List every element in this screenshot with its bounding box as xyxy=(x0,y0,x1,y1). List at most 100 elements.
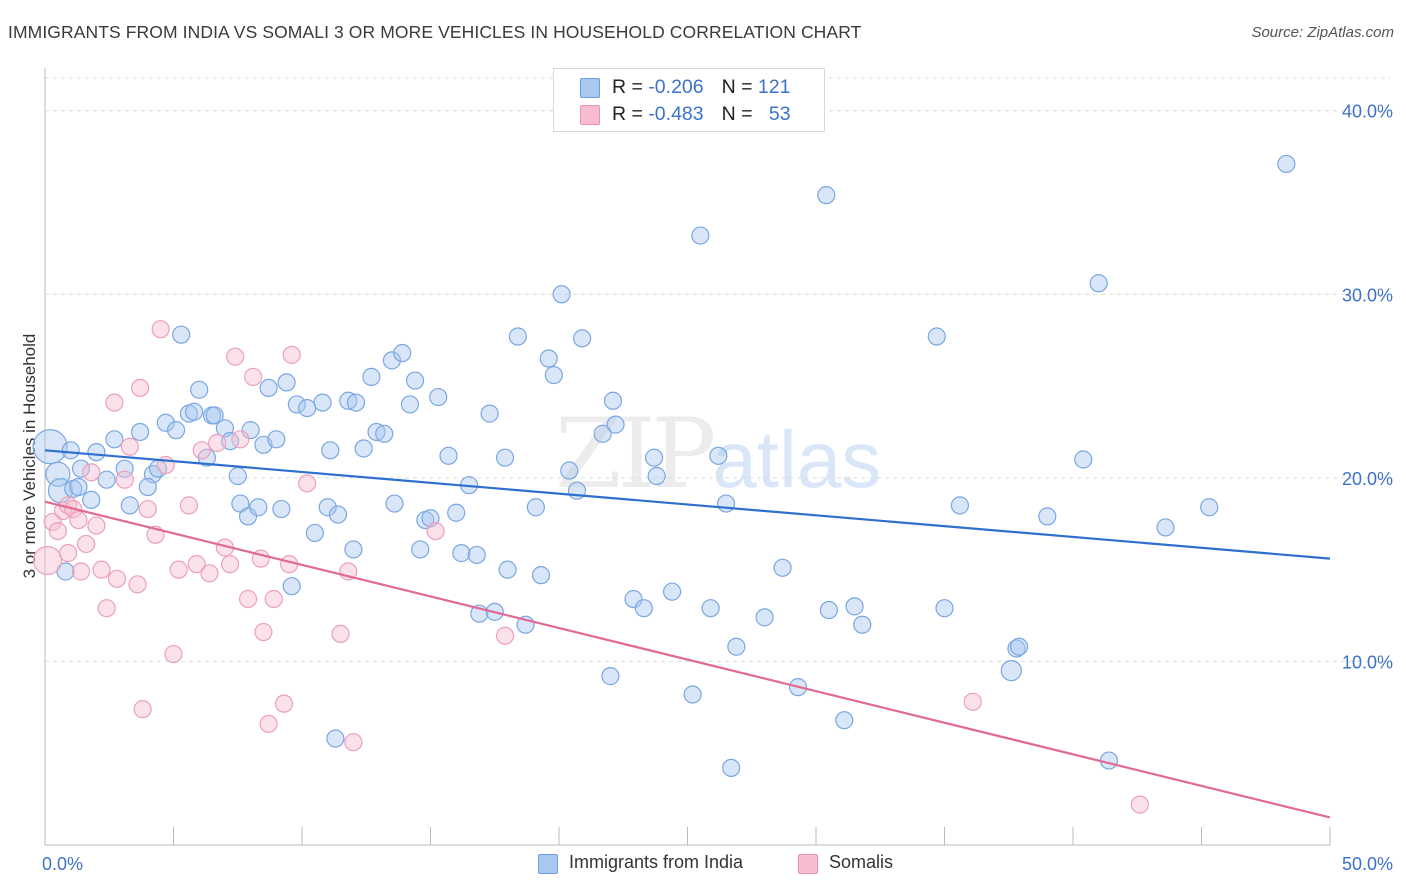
india-point xyxy=(82,490,101,509)
india-point xyxy=(354,439,373,458)
somali-point xyxy=(107,569,127,588)
india-point xyxy=(282,577,301,596)
y-tick-label: 10.0% xyxy=(1342,652,1393,672)
legend-r-label: R = xyxy=(612,103,649,125)
somali-point xyxy=(59,544,78,563)
somali-point xyxy=(344,733,363,752)
india-point xyxy=(249,498,268,517)
india-trend-line xyxy=(44,449,1331,560)
india-point xyxy=(130,422,150,442)
india-point xyxy=(277,373,296,392)
india-point xyxy=(1200,498,1219,517)
india-point xyxy=(606,415,625,434)
india-point xyxy=(429,387,448,407)
india-point xyxy=(166,421,186,440)
india-point xyxy=(346,393,366,412)
india-point xyxy=(593,424,612,443)
india-point xyxy=(156,413,175,432)
india-point xyxy=(105,430,124,449)
india-point xyxy=(755,608,774,627)
somali-point xyxy=(220,555,240,574)
india-point xyxy=(447,503,466,522)
y-tick-label: 40.0% xyxy=(1342,102,1393,122)
india-point xyxy=(405,371,425,390)
india-point xyxy=(400,395,420,414)
india-point xyxy=(531,566,551,585)
somali-point xyxy=(179,496,199,515)
india-point xyxy=(683,685,702,704)
india-point xyxy=(318,498,337,517)
india-point xyxy=(190,380,209,399)
india-point xyxy=(539,349,558,368)
somali-point xyxy=(138,499,157,519)
india-point xyxy=(61,441,80,460)
india-point xyxy=(709,446,728,465)
india-point xyxy=(69,477,88,497)
somali-point xyxy=(244,367,263,386)
somali-trend-line xyxy=(44,500,1331,819)
somali-point xyxy=(1130,795,1149,814)
legend-n-label: N = xyxy=(721,76,758,98)
somali-point xyxy=(274,694,294,713)
somali-point xyxy=(231,430,250,449)
somali-point xyxy=(164,644,183,664)
y-tick-label: 20.0% xyxy=(1342,469,1393,489)
india-point xyxy=(305,523,324,543)
india-point xyxy=(87,443,106,462)
somali-point xyxy=(77,534,96,554)
india-point xyxy=(634,599,653,618)
watermark: ZIPatlas xyxy=(555,398,881,510)
india-point xyxy=(467,545,486,565)
india-point xyxy=(272,499,291,519)
india-point xyxy=(1277,154,1296,174)
india-point xyxy=(259,378,278,398)
somali-point xyxy=(115,470,134,489)
legend-r-value: -0.483 xyxy=(648,103,704,125)
bottom-legend-swatch-india xyxy=(538,854,558,874)
bottom-legend-label-india: Immigrants from India xyxy=(569,852,744,872)
somali-point xyxy=(133,700,152,719)
india-point xyxy=(411,540,430,559)
watermark-zip: ZIP xyxy=(555,398,716,510)
x-tick-label: 50.0% xyxy=(1342,854,1393,874)
somali-point xyxy=(187,555,206,574)
india-point xyxy=(498,560,517,579)
legend-n-value: 53 xyxy=(768,103,791,125)
india-point xyxy=(382,351,402,370)
y-tick-label: 30.0% xyxy=(1342,285,1393,305)
india-point xyxy=(205,406,224,425)
india-point xyxy=(313,393,332,412)
india-point xyxy=(817,186,836,205)
somali-point xyxy=(97,599,116,618)
bottom-legend-label-somali: Somalis xyxy=(829,852,894,872)
india-point xyxy=(560,461,579,480)
india-point xyxy=(452,544,471,563)
india-point xyxy=(647,466,666,486)
somali-point xyxy=(282,345,301,364)
somali-point xyxy=(69,510,88,530)
somali-point xyxy=(254,622,273,642)
india-point xyxy=(1007,639,1026,658)
india-point xyxy=(927,327,946,346)
india-point xyxy=(624,589,643,609)
india-point xyxy=(950,496,970,515)
somali-point xyxy=(32,545,63,576)
india-point xyxy=(184,402,204,421)
india-point xyxy=(45,461,71,487)
india-point xyxy=(228,466,247,486)
somali-point xyxy=(105,393,124,412)
india-point xyxy=(644,448,664,467)
india-point xyxy=(845,597,864,616)
india-point xyxy=(326,729,345,748)
india-point xyxy=(1074,450,1093,469)
somali-point xyxy=(128,575,147,594)
legend-n-value: 121 xyxy=(757,76,791,98)
somali-point xyxy=(82,463,101,482)
legend-swatch-somali xyxy=(580,105,600,125)
somali-point xyxy=(495,626,515,645)
somali-point xyxy=(298,474,317,493)
somali-point xyxy=(963,692,982,711)
india-point xyxy=(32,429,68,465)
india-point xyxy=(1009,637,1029,656)
